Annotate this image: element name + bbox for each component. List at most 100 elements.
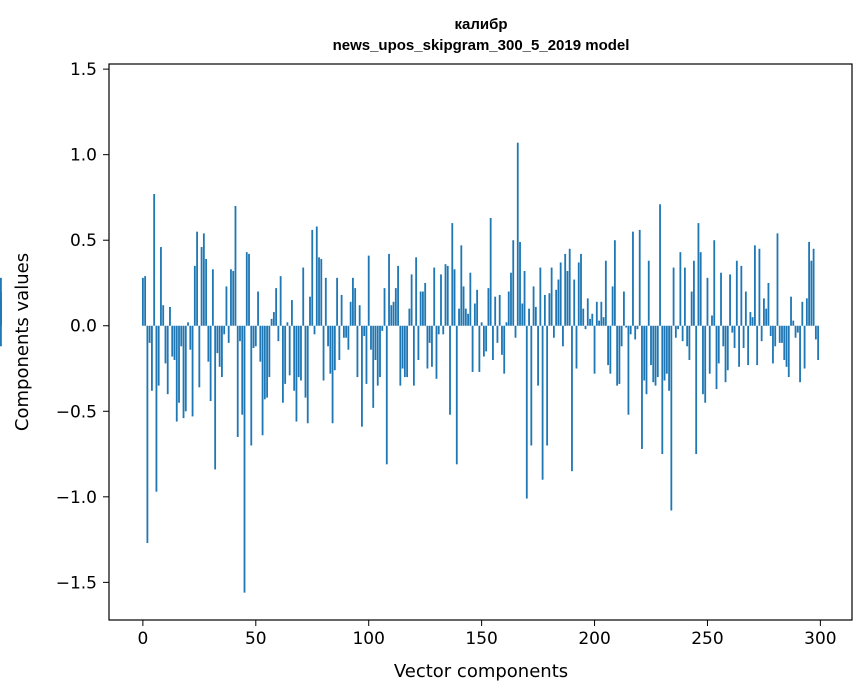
bar-252 (711, 315, 713, 326)
y-axis-label: Components values (12, 253, 33, 431)
bar-297 (812, 248, 815, 326)
bar-256 (720, 272, 722, 326)
bar-271 (753, 245, 756, 326)
bar-23 (193, 265, 196, 326)
bar-36 (223, 325, 226, 335)
bar-163 (510, 272, 512, 326)
bar-241 (686, 325, 689, 347)
bar-174 (534, 306, 537, 326)
bar-21 (189, 325, 192, 350)
bar-295 (808, 241, 810, 326)
x-tick-label: 300 (804, 629, 836, 649)
bar-138 (453, 269, 456, 326)
bar-30 (209, 325, 212, 402)
bar-22 (191, 325, 194, 417)
bar-285 (785, 325, 788, 367)
bar-199 (591, 313, 594, 326)
bar-208 (611, 286, 614, 326)
bar-268 (747, 325, 750, 366)
bar-146 (471, 325, 474, 372)
bar-244 (693, 260, 695, 326)
bar-32 (214, 325, 217, 470)
bar-157 (496, 325, 499, 343)
bar-278 (769, 325, 772, 337)
bar-46 (245, 252, 248, 326)
bar-169 (523, 271, 526, 326)
bar-4 (151, 325, 153, 391)
bar-136 (449, 325, 451, 415)
bar-207 (609, 325, 612, 374)
bar-165 (514, 325, 517, 338)
bar-147 (473, 303, 476, 326)
bar-89 (342, 325, 345, 338)
bar-175 (537, 325, 539, 386)
bar-257 (722, 325, 725, 347)
bar-45 (243, 325, 246, 593)
bar-298 (814, 325, 817, 340)
y-tick-label: 0.5 (70, 231, 97, 251)
bar-235 (672, 267, 675, 326)
bar-160 (503, 325, 506, 374)
bar-249 (704, 325, 707, 403)
bar-220 (638, 229, 641, 326)
bar-44 (241, 325, 244, 415)
bar-85 (333, 325, 336, 371)
bar-72 (304, 325, 307, 398)
bar-190 (571, 325, 573, 472)
bar-110 (390, 305, 393, 326)
bar-6 (155, 325, 158, 492)
bar-176 (539, 267, 542, 326)
bar-260 (729, 274, 731, 326)
bar-116 (403, 325, 406, 378)
bar-undefined (0, 277, 2, 326)
bar-96 (358, 305, 361, 326)
bar-80 (322, 325, 325, 381)
bar-286 (787, 325, 790, 378)
bar-26 (200, 247, 203, 326)
bar-204 (602, 317, 605, 326)
x-tick-label: 150 (465, 629, 497, 649)
bar-141 (460, 245, 463, 326)
bar-150 (480, 322, 483, 326)
bar-43 (239, 325, 241, 342)
bar-287 (790, 296, 792, 326)
bar-124 (422, 291, 424, 326)
bar-10 (164, 325, 167, 364)
bar-59 (275, 288, 278, 326)
bar-132 (440, 274, 442, 326)
bar-139 (455, 325, 458, 465)
bar-95 (356, 325, 359, 378)
bar-291 (799, 325, 801, 383)
bar-259 (726, 325, 729, 371)
bar-67 (293, 325, 296, 391)
bar-151 (482, 325, 485, 357)
bar-120 (412, 325, 415, 386)
bar-267 (744, 291, 747, 326)
bars-group (0, 142, 820, 593)
bar-16 (178, 325, 180, 403)
bar-201 (595, 301, 598, 326)
bar-17 (180, 325, 183, 347)
bar-103 (374, 325, 377, 360)
bar-270 (751, 317, 754, 326)
bar-173 (532, 286, 535, 326)
bar-83 (329, 325, 332, 374)
bar-73 (306, 325, 309, 424)
bar-64 (286, 322, 289, 326)
bar-243 (690, 291, 693, 326)
x-axis: 0 50 100 150 200 250 300 (137, 620, 837, 649)
bar-63 (284, 325, 287, 384)
bar-172 (530, 325, 533, 446)
bar-33 (216, 325, 219, 354)
bar-283 (781, 325, 783, 343)
bar-216 (629, 325, 632, 335)
bar-108 (385, 325, 388, 465)
bar-237 (677, 325, 680, 330)
chart-title-line-1: калибр (454, 16, 507, 33)
bar-135 (446, 265, 449, 326)
bar-99 (365, 325, 368, 384)
bar-115 (401, 325, 404, 369)
bar-56 (268, 325, 271, 378)
bar-205 (604, 260, 607, 326)
bar-9 (162, 305, 165, 326)
